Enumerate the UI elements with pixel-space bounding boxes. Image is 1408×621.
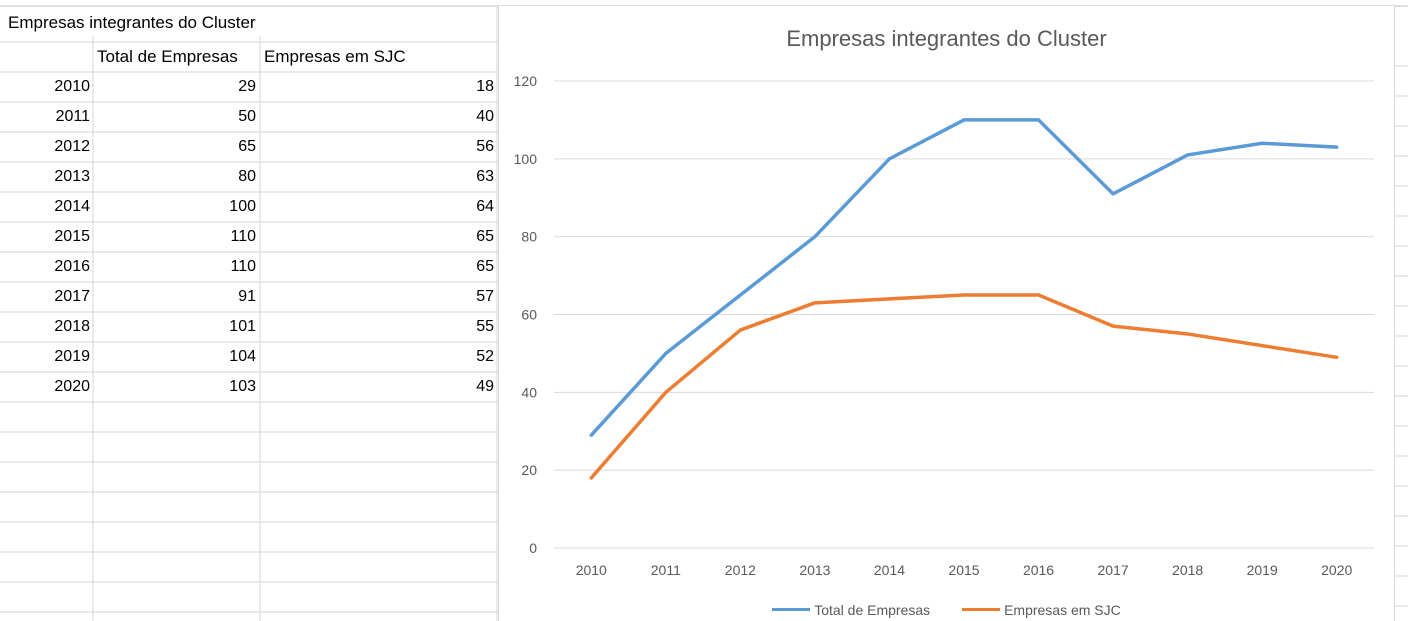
cell-year[interactable]: 2011 xyxy=(55,108,90,125)
cell-year[interactable]: 2014 xyxy=(54,198,90,215)
chart-legend: Total de Empresas Empresas em SJC xyxy=(499,598,1394,618)
cell-sjc[interactable]: 64 xyxy=(476,198,494,215)
cell-sjc[interactable]: 65 xyxy=(476,228,494,245)
cell-sjc[interactable]: 56 xyxy=(476,138,494,155)
data-point xyxy=(738,293,742,297)
series-line-0 xyxy=(589,118,1339,437)
data-point xyxy=(589,476,593,480)
data-point xyxy=(1037,118,1041,122)
header-total-de-empresas[interactable]: Total de Empresas xyxy=(97,47,238,66)
cell-total[interactable]: 80 xyxy=(238,168,256,185)
cell-total[interactable]: 50 xyxy=(238,108,256,125)
header-empresas-em-sjc[interactable]: Empresas em SJC xyxy=(264,47,406,66)
cell-sjc[interactable]: 65 xyxy=(476,258,494,275)
x-tick-label: 2019 xyxy=(1247,562,1278,578)
cell-sjc[interactable]: 63 xyxy=(476,168,494,185)
y-tick-label: 100 xyxy=(514,151,538,167)
y-tick-label: 40 xyxy=(521,384,537,400)
x-tick-label: 2017 xyxy=(1098,562,1129,578)
x-tick-label: 2010 xyxy=(576,562,607,578)
chart-title: Empresas integrantes do Cluster xyxy=(786,26,1107,51)
y-tick-label: 0 xyxy=(529,540,537,556)
data-point xyxy=(1186,153,1190,157)
legend-label-sjc: Empresas em SJC xyxy=(1004,601,1121,618)
cell-sjc[interactable]: 52 xyxy=(476,348,494,365)
data-point xyxy=(589,433,593,437)
data-point xyxy=(1335,145,1339,149)
data-point xyxy=(962,293,966,297)
cell-year[interactable]: 2020 xyxy=(54,378,90,395)
cell-sjc[interactable]: 49 xyxy=(476,378,494,395)
y-tick-label: 120 xyxy=(514,73,538,89)
cell-total[interactable]: 104 xyxy=(229,348,256,365)
data-point xyxy=(813,301,817,305)
cell-total[interactable]: 65 xyxy=(238,138,256,155)
cell-year[interactable]: 2015 xyxy=(54,228,90,245)
data-point xyxy=(1186,332,1190,336)
x-tick-label: 2011 xyxy=(651,562,681,578)
legend-label-total: Total de Empresas xyxy=(814,601,931,618)
data-point xyxy=(664,390,668,394)
cell-year[interactable]: 2010 xyxy=(54,78,90,95)
legend-item-total: Total de Empresas xyxy=(772,602,930,618)
data-point xyxy=(887,157,891,161)
sheet-title[interactable]: Empresas integrantes do Cluster xyxy=(8,13,256,32)
data-point xyxy=(1260,141,1264,145)
x-tick-label: 2014 xyxy=(874,562,905,578)
y-tick-label: 80 xyxy=(521,229,537,245)
cell-total[interactable]: 103 xyxy=(229,378,256,395)
line-chart[interactable]: Empresas integrantes do Cluster 0 20 40 60 8… xyxy=(498,6,1395,621)
data-point xyxy=(738,328,742,332)
data-point xyxy=(1111,324,1115,328)
x-tick-label: 2016 xyxy=(1023,562,1054,578)
cell-sjc[interactable]: 18 xyxy=(476,78,494,95)
data-point xyxy=(664,351,668,355)
data-point xyxy=(1260,344,1264,348)
cell-total[interactable]: 101 xyxy=(229,318,256,335)
x-tick-label: 2012 xyxy=(725,562,756,578)
cell-total[interactable]: 29 xyxy=(238,78,256,95)
data-point xyxy=(1037,293,1041,297)
x-tick-label: 2015 xyxy=(948,562,979,578)
x-tick-label: 2013 xyxy=(799,562,830,578)
cell-sjc[interactable]: 57 xyxy=(476,288,494,305)
legend-swatch-sjc xyxy=(962,608,1001,611)
cell-sjc[interactable]: 40 xyxy=(476,108,494,125)
legend-item-sjc: Empresas em SJC xyxy=(962,602,1121,618)
cell-total[interactable]: 100 xyxy=(229,198,256,215)
y-tick-label: 60 xyxy=(521,307,537,323)
data-point xyxy=(887,297,891,301)
cell-sjc[interactable]: 55 xyxy=(476,318,494,335)
x-tick-label: 2020 xyxy=(1321,562,1352,578)
cell-year[interactable]: 2013 xyxy=(54,168,90,185)
data-point xyxy=(962,118,966,122)
x-tick-label: 2018 xyxy=(1172,562,1203,578)
cell-year[interactable]: 2016 xyxy=(54,258,90,275)
cell-year[interactable]: 2012 xyxy=(54,138,90,155)
cell-year[interactable]: 2018 xyxy=(54,318,90,335)
cell-year[interactable]: 2019 xyxy=(54,348,90,365)
cell-total[interactable]: 91 xyxy=(238,288,256,305)
chart-plot: 0 20 40 60 80 100 120 2010 2011 2012 2013 2014 2015 2… xyxy=(514,73,1374,578)
legend-swatch-total xyxy=(772,608,811,611)
data-point xyxy=(1335,355,1339,359)
y-tick-label: 20 xyxy=(521,462,537,478)
data-point xyxy=(813,235,817,239)
cell-total[interactable]: 110 xyxy=(230,258,256,275)
cell-year[interactable]: 2017 xyxy=(54,288,90,305)
cell-total[interactable]: 110 xyxy=(230,228,256,245)
data-point xyxy=(1111,192,1115,196)
